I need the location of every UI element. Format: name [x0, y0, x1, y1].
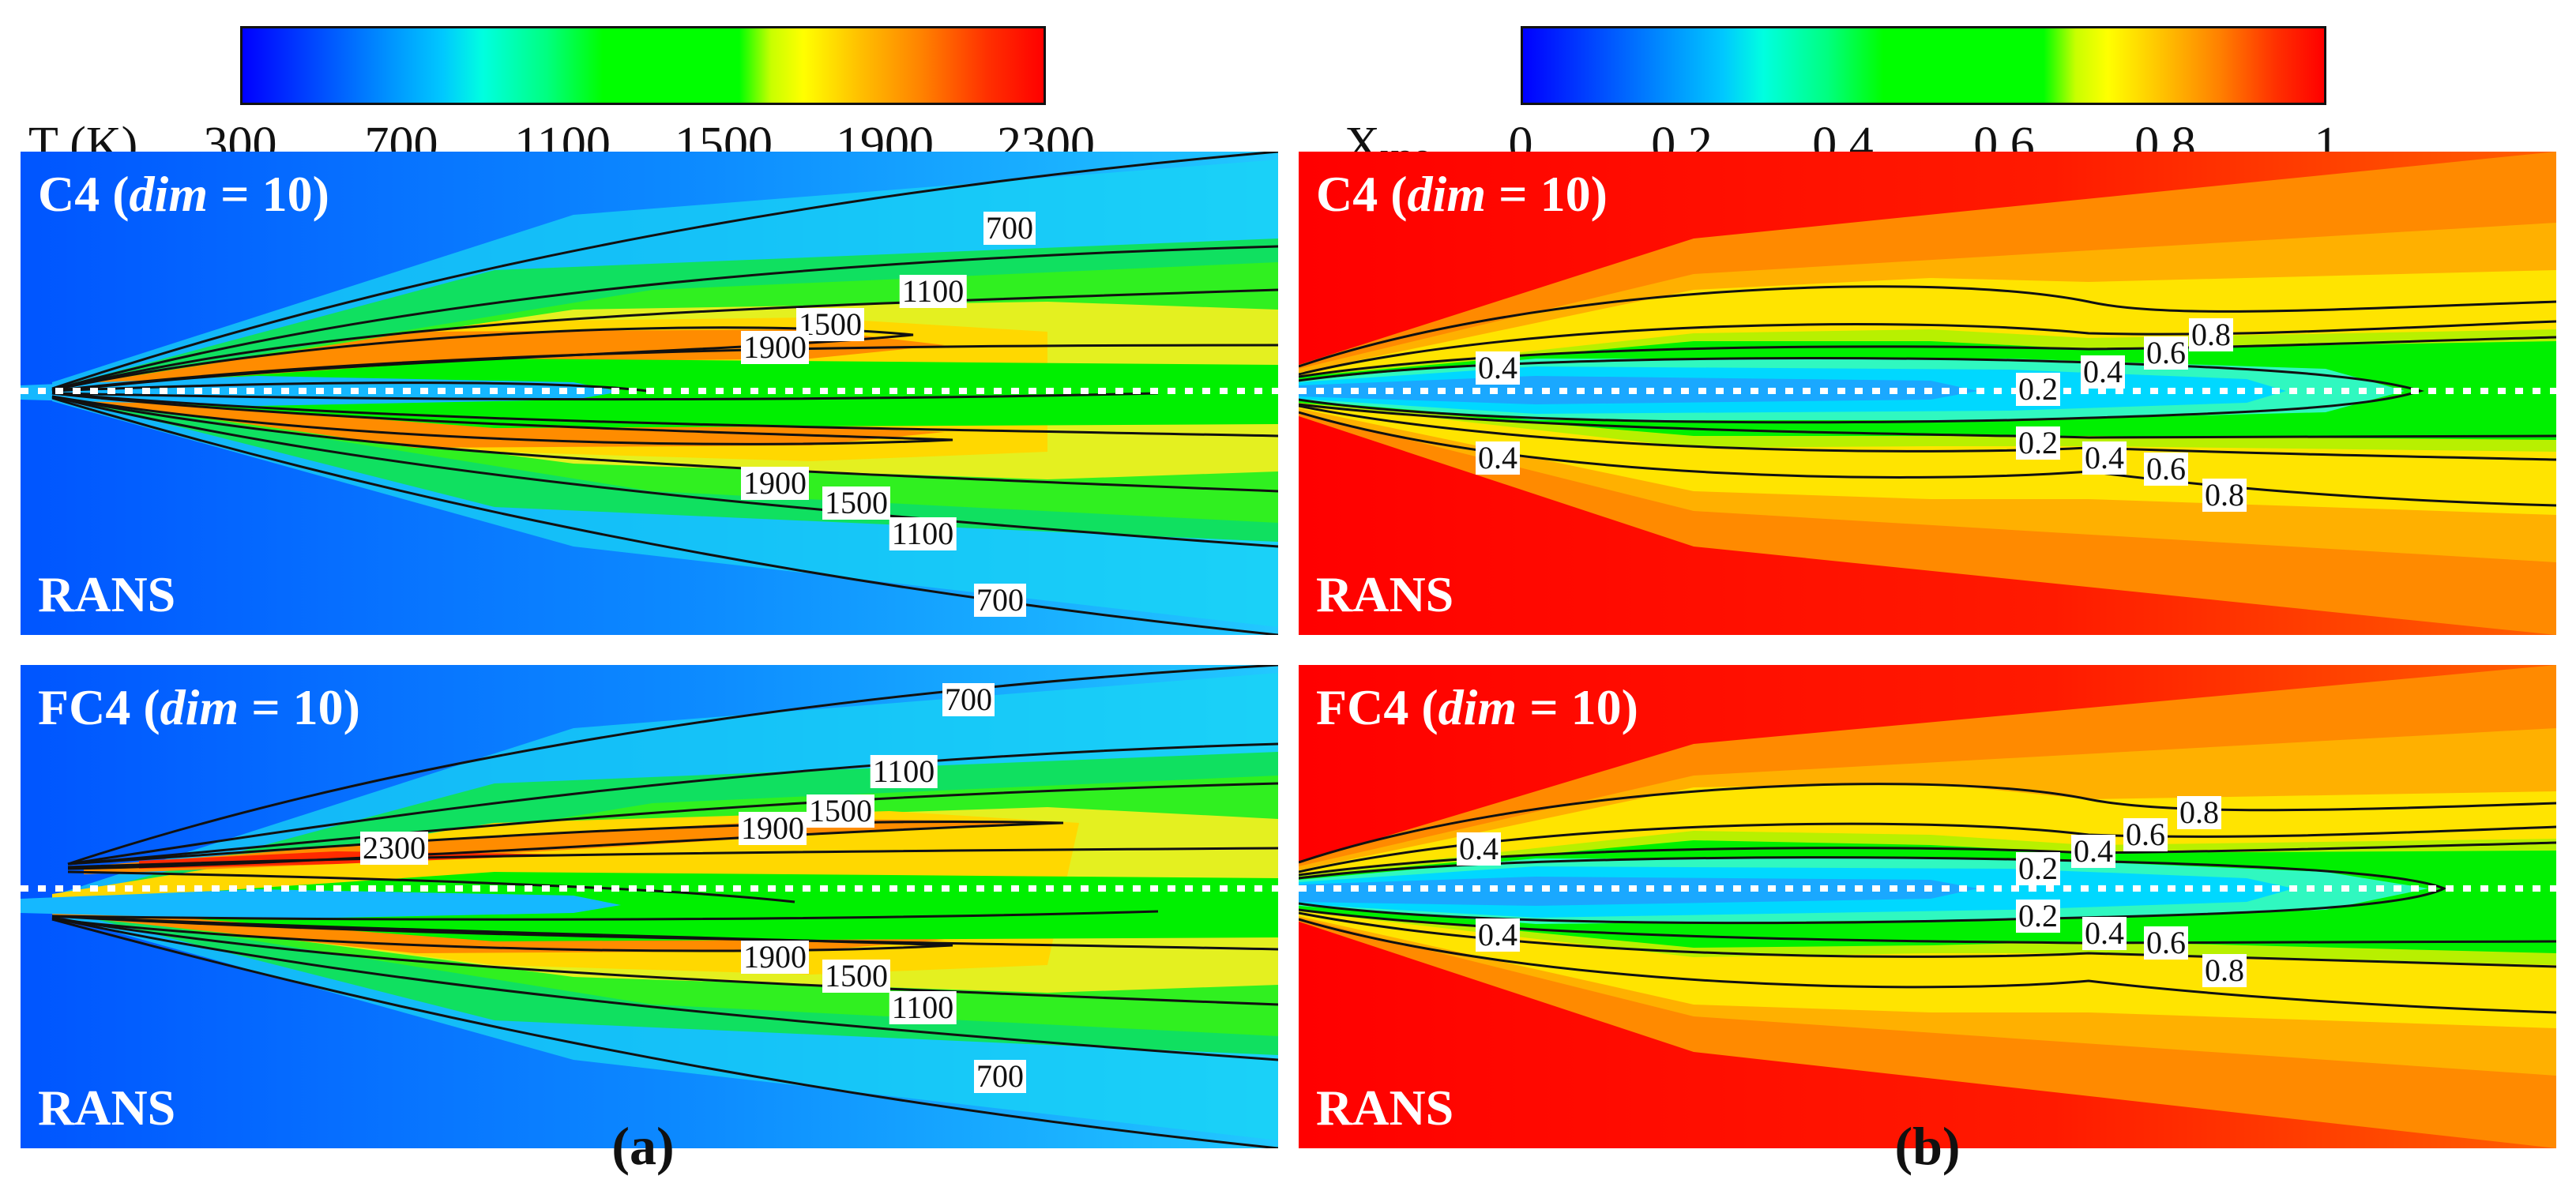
contour-label: 1500 — [807, 794, 874, 828]
contour-label: 0.8 — [2189, 318, 2233, 351]
contour-label: 1100 — [889, 991, 957, 1024]
contour-label: 1100 — [899, 275, 967, 308]
h2o-field-fc4 — [1299, 665, 2556, 1148]
panel-title: FC4 (dim = 10) — [1316, 679, 1638, 735]
panel-title-param: dim — [160, 679, 239, 735]
temperature-panel-fc4: FC4 (dim = 10) RANS 700 1100 1500 1900 2… — [21, 665, 1278, 1148]
contour-label: 0.4 — [1476, 918, 1520, 952]
contour-label: 0.4 — [2082, 441, 2127, 475]
contour-label: 1900 — [741, 331, 809, 364]
panel-title-case: FC4 — [38, 679, 131, 735]
panel-title-case: FC4 — [1316, 679, 1409, 735]
temperature-panel-c4: C4 (dim = 10) RANS 700 1100 1500 1900 19… — [21, 152, 1278, 635]
contour-label: 1500 — [822, 960, 890, 993]
temperature-colorbar — [240, 26, 1046, 105]
panel-title-value: = 10 — [220, 166, 313, 222]
contour-label: 1100 — [889, 517, 957, 550]
contour-label: 1900 — [741, 941, 809, 974]
contour-label: 2300 — [360, 832, 428, 865]
contour-label: 0.4 — [1457, 832, 1501, 866]
contour-label: 0.8 — [2177, 796, 2221, 829]
contour-label: 1900 — [741, 467, 809, 500]
panel-method: RANS — [1316, 565, 1454, 622]
caption-b: (b) — [1894, 1115, 1960, 1178]
contour-label: 1900 — [739, 812, 807, 845]
contour-label: 0.4 — [1476, 351, 1520, 385]
contour-label: 0.4 — [2081, 355, 2125, 389]
panel-title: C4 (dim = 10) — [1316, 166, 1608, 222]
panel-title-value: = 10 — [251, 679, 344, 735]
panel-title: C4 (dim = 10) — [38, 166, 329, 222]
h2o-panel-c4: C4 (dim = 10) RANS 0.8 0.6 0.4 0.4 0.2 0… — [1299, 152, 2556, 635]
contour-label: 0.6 — [2144, 336, 2188, 370]
panel-title-value: = 10 — [1499, 166, 1591, 222]
panel-title-param: dim — [129, 166, 209, 222]
contour-label: 700 — [983, 212, 1036, 245]
panel-title-value: = 10 — [1529, 679, 1622, 735]
contour-label: 0.2 — [2016, 426, 2060, 460]
h2o-field-c4 — [1299, 152, 2556, 635]
contour-label: 0.8 — [2202, 479, 2247, 512]
contour-label: 0.2 — [2016, 900, 2060, 933]
contour-label: 0.2 — [2016, 852, 2060, 885]
panel-title-case: C4 — [38, 166, 100, 222]
panel-method: RANS — [38, 1079, 176, 1136]
contour-label: 0.4 — [2082, 917, 2127, 950]
caption-a-text: (a) — [611, 1116, 675, 1176]
contour-label: 700 — [974, 584, 1026, 617]
panel-method: RANS — [38, 565, 176, 622]
temperature-field-fc4 — [21, 665, 1278, 1148]
contour-label: 0.2 — [2016, 373, 2060, 406]
contour-label: 0.6 — [2123, 818, 2168, 851]
temperature-field-c4 — [21, 152, 1278, 635]
h2o-colorbar — [1521, 26, 2326, 105]
panel-title-param: dim — [1407, 166, 1487, 222]
caption-a: (a) — [611, 1115, 674, 1178]
panel-method: RANS — [1316, 1079, 1454, 1136]
panel-title-param: dim — [1438, 679, 1517, 735]
contour-label: 0.6 — [2144, 926, 2188, 960]
contour-label: 700 — [974, 1060, 1026, 1093]
h2o-panel-fc4: FC4 (dim = 10) RANS 0.8 0.6 0.4 0.4 0.2 … — [1299, 665, 2556, 1148]
panel-title: FC4 (dim = 10) — [38, 679, 360, 735]
panel-title-case: C4 — [1316, 166, 1378, 222]
caption-b-text: (b) — [1894, 1116, 1961, 1176]
contour-label: 0.4 — [2071, 835, 2115, 868]
contour-label: 0.4 — [1476, 441, 1520, 475]
contour-label: 0.6 — [2144, 453, 2188, 486]
contour-label: 1100 — [870, 755, 938, 788]
contour-label: 1500 — [822, 486, 890, 520]
contour-label: 700 — [942, 683, 995, 716]
contour-label: 0.8 — [2202, 954, 2247, 987]
